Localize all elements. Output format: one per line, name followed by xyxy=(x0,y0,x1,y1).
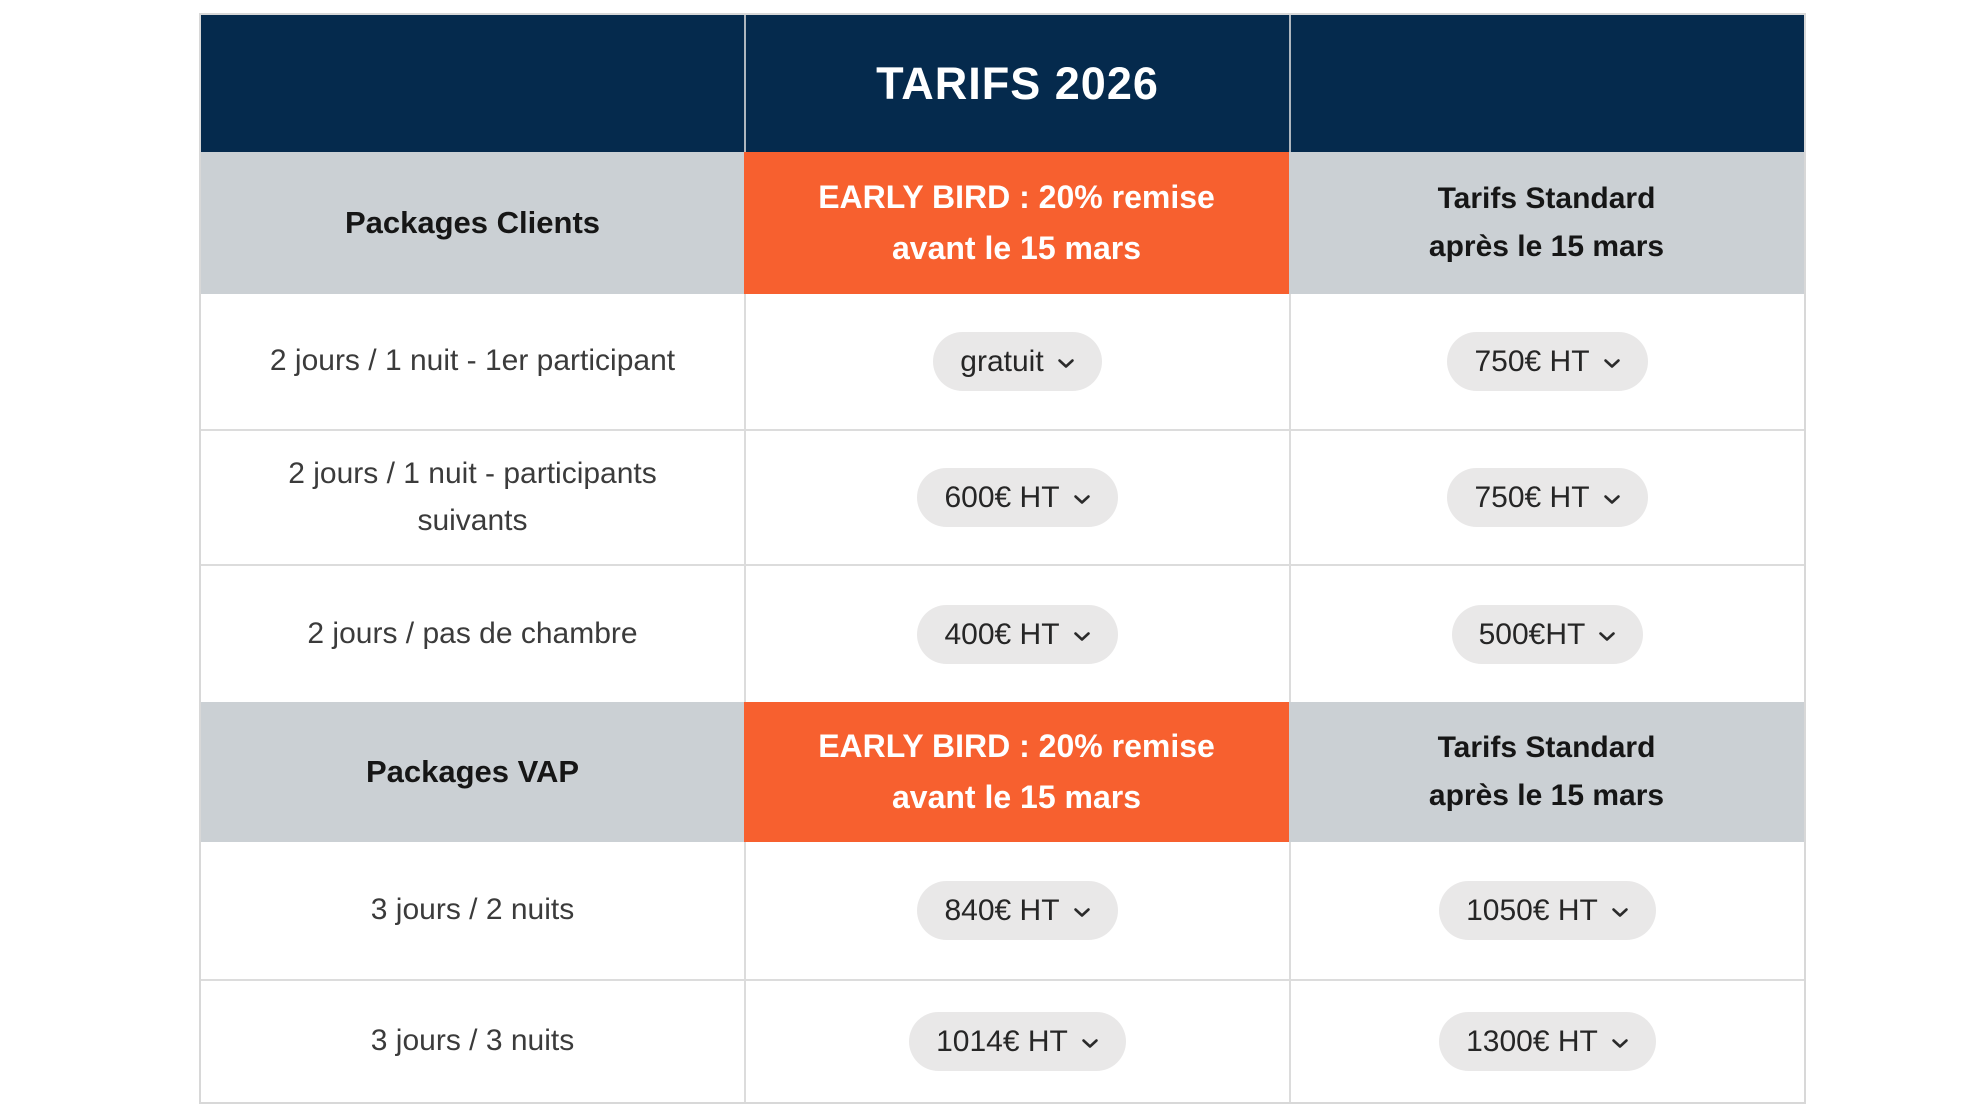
chevron-down-icon xyxy=(1073,495,1090,504)
price-value: gratuit xyxy=(960,345,1044,378)
group-clients-header-cell: Packages Clients xyxy=(201,152,744,294)
row-label: 2 jours / 1 nuit - participants suivants xyxy=(288,457,657,537)
standard-price-cell: 1300€ HT xyxy=(1289,979,1804,1102)
row-label-cell: 2 jours / 1 nuit - 1er participant xyxy=(201,294,744,429)
early-bird-price-pill[interactable]: 840€ HT xyxy=(917,881,1118,940)
early-bird-header-vap: EARLY BIRD : 20% remise avant le 15 mars xyxy=(818,727,1215,815)
title-cell: TARIFS 2026 xyxy=(744,15,1289,152)
price-value: 750€ HT xyxy=(1474,345,1590,378)
early-bird-header-clients: EARLY BIRD : 20% remise avant le 15 mars xyxy=(818,178,1215,266)
chevron-down-icon xyxy=(1073,908,1090,917)
chevron-down-icon xyxy=(1082,1039,1098,1048)
row-label: 3 jours / 3 nuits xyxy=(370,1024,575,1058)
chevron-down-icon xyxy=(1057,359,1074,368)
early-bird-price-pill[interactable]: gratuit xyxy=(933,332,1102,391)
price-value: 840€ HT xyxy=(944,894,1060,927)
early-bird-price-cell: 1014€ HT xyxy=(744,979,1289,1102)
early-bird-price-cell: 600€ HT xyxy=(744,429,1289,564)
row-label-cell: 3 jours / 3 nuits xyxy=(201,979,744,1102)
early-bird-header-cell-clients: EARLY BIRD : 20% remise avant le 15 mars xyxy=(744,152,1289,294)
group-clients-label: Packages Clients xyxy=(344,205,601,240)
chevron-down-icon xyxy=(1612,908,1628,917)
row-label-cell: 2 jours / pas de chambre xyxy=(201,564,744,702)
early-bird-header-cell-vap: EARLY BIRD : 20% remise avant le 15 mars xyxy=(744,702,1289,842)
row-label: 2 jours / 1 nuit - 1er participant xyxy=(269,344,676,378)
price-value: 600€ HT xyxy=(944,481,1060,514)
standard-price-cell: 750€ HT xyxy=(1289,429,1804,564)
early-bird-price-cell: gratuit xyxy=(744,294,1289,429)
standard-price-pill[interactable]: 750€ HT xyxy=(1447,332,1648,391)
page-title: TARIFS 2026 xyxy=(876,57,1159,109)
standard-price-cell: 500€HT xyxy=(1289,564,1804,702)
standard-header-vap: Tarifs Standard après le 15 mars xyxy=(1428,731,1665,812)
price-value: 500€HT xyxy=(1478,617,1586,651)
row-label-cell: 2 jours / 1 nuit - participants suivants xyxy=(201,429,744,564)
pricing-table: TARIFS 2026 Packages Clients EARLY BIRD … xyxy=(199,13,1806,1104)
early-bird-price-cell: 400€ HT xyxy=(744,564,1289,702)
title-row-empty-left xyxy=(201,15,744,152)
chevron-down-icon xyxy=(1073,631,1090,641)
standard-price-cell: 750€ HT xyxy=(1289,294,1804,429)
early-bird-price-cell: 840€ HT xyxy=(744,842,1289,979)
price-value: 1300€ HT xyxy=(1466,1025,1598,1058)
early-bird-price-pill[interactable]: 1014€ HT xyxy=(909,1012,1126,1071)
price-value: 1050€ HT xyxy=(1466,894,1598,927)
standard-header-clients: Tarifs Standard après le 15 mars xyxy=(1428,182,1665,263)
price-value: 1014€ HT xyxy=(936,1025,1068,1058)
chevron-down-icon xyxy=(1603,359,1620,368)
group-vap-label: Packages VAP xyxy=(365,754,580,789)
price-value: 400€ HT xyxy=(944,617,1060,651)
standard-price-cell: 1050€ HT xyxy=(1289,842,1804,979)
standard-price-pill[interactable]: 1050€ HT xyxy=(1439,881,1656,940)
standard-header-cell-clients: Tarifs Standard après le 15 mars xyxy=(1289,152,1804,294)
group-vap-header-cell: Packages VAP xyxy=(201,702,744,842)
chevron-down-icon xyxy=(1612,1039,1628,1048)
standard-header-cell-vap: Tarifs Standard après le 15 mars xyxy=(1289,702,1804,842)
chevron-down-icon xyxy=(1603,495,1620,504)
row-label: 2 jours / pas de chambre xyxy=(307,616,638,650)
chevron-down-icon xyxy=(1599,631,1616,641)
price-value: 750€ HT xyxy=(1474,481,1590,514)
row-label: 3 jours / 2 nuits xyxy=(370,893,575,927)
standard-price-pill[interactable]: 500€HT xyxy=(1451,604,1644,664)
title-row-empty-right xyxy=(1289,15,1804,152)
standard-price-pill[interactable]: 750€ HT xyxy=(1447,468,1648,527)
early-bird-price-pill[interactable]: 600€ HT xyxy=(917,468,1118,527)
standard-price-pill[interactable]: 1300€ HT xyxy=(1439,1012,1656,1071)
early-bird-price-pill[interactable]: 400€ HT xyxy=(917,604,1118,664)
row-label-cell: 3 jours / 2 nuits xyxy=(201,842,744,979)
